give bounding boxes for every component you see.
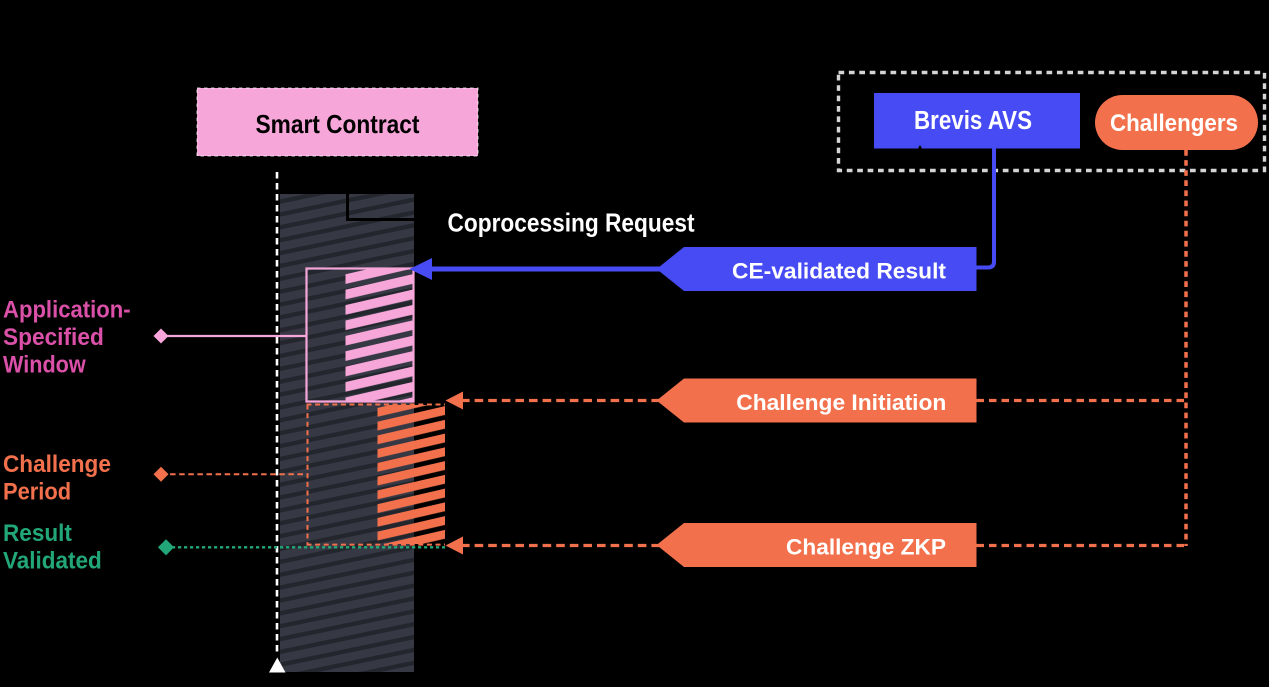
svg-text:Specified: Specified	[3, 324, 104, 351]
svg-text:Application-: Application-	[3, 297, 131, 324]
svg-text:Brevis AVS: Brevis AVS	[914, 107, 1032, 135]
svg-text:Coprocessing Request: Coprocessing Request	[448, 208, 695, 238]
svg-text:Window: Window	[3, 352, 87, 379]
svg-text:Period: Period	[3, 479, 71, 506]
svg-text:Challenge ZKP: Challenge ZKP	[786, 535, 946, 560]
svg-text:Challenge: Challenge	[3, 451, 111, 478]
svg-text:CE-validated Result: CE-validated Result	[732, 259, 947, 284]
svg-text:Challengers: Challengers	[1110, 110, 1238, 137]
svg-text:Result: Result	[3, 520, 72, 547]
svg-text:Smart Contract: Smart Contract	[256, 109, 420, 139]
svg-text:Validated: Validated	[3, 548, 102, 575]
svg-text:Challenge Initiation: Challenge Initiation	[736, 390, 946, 415]
